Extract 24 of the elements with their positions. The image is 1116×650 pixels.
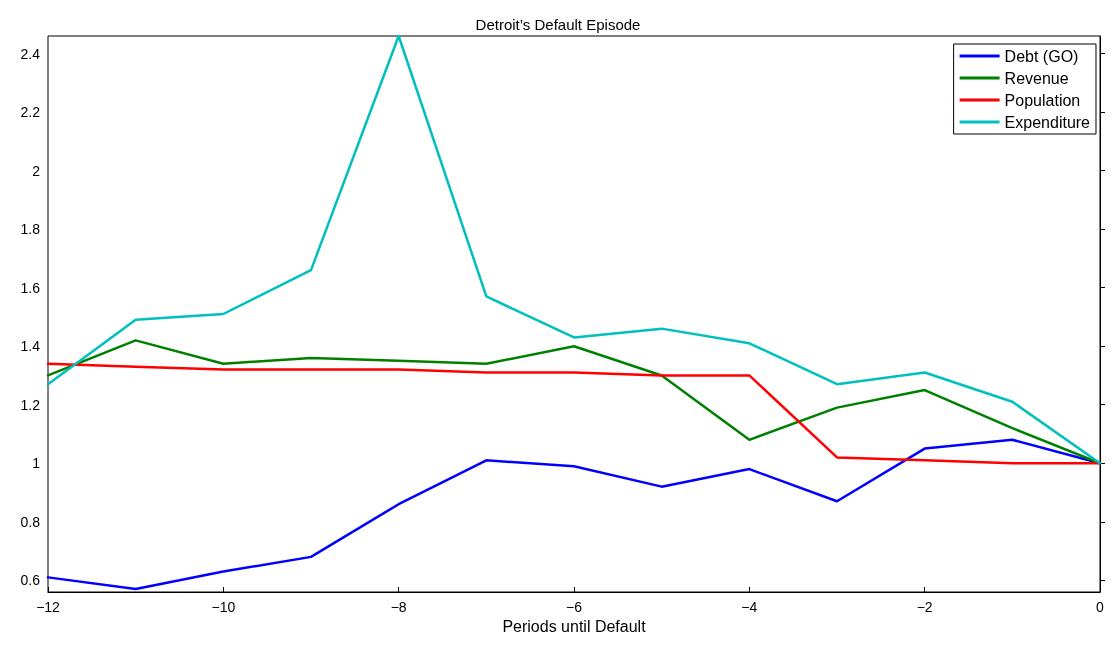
y-tick-label: 2.2 xyxy=(20,104,41,121)
legend-label: Debt (GO) xyxy=(1004,47,1079,65)
y-tick-label: 0.8 xyxy=(20,513,41,530)
line-series xyxy=(46,34,1102,465)
y-tick-label: 1.2 xyxy=(20,396,41,413)
x-tick-label: −12 xyxy=(36,599,61,615)
y-tick-label: 1.6 xyxy=(20,279,41,296)
y-tick-label: 1 xyxy=(32,455,41,472)
x-tick-label: −6 xyxy=(566,599,583,615)
legend-label: Population xyxy=(1004,91,1081,109)
y-tick-label: 1.8 xyxy=(20,221,41,238)
x-axis-title: Periods until Default xyxy=(502,618,647,636)
y-tick-label: 0.6 xyxy=(20,572,41,589)
chart-title: Detroit’s Default Episode xyxy=(475,16,641,33)
x-tick-label: −2 xyxy=(916,599,933,615)
x-tick-label: 0 xyxy=(1096,599,1105,615)
y-tick-label: 1.4 xyxy=(20,338,41,355)
x-tick-label: −10 xyxy=(211,599,236,615)
legend-label: Expenditure xyxy=(1004,113,1091,131)
x-tick-label: −8 xyxy=(390,599,407,615)
y-tick-label: 2.4 xyxy=(20,45,41,62)
x-tick-label: −4 xyxy=(741,599,758,615)
y-tick-label: 2 xyxy=(32,162,41,179)
legend-label: Revenue xyxy=(1004,69,1069,87)
